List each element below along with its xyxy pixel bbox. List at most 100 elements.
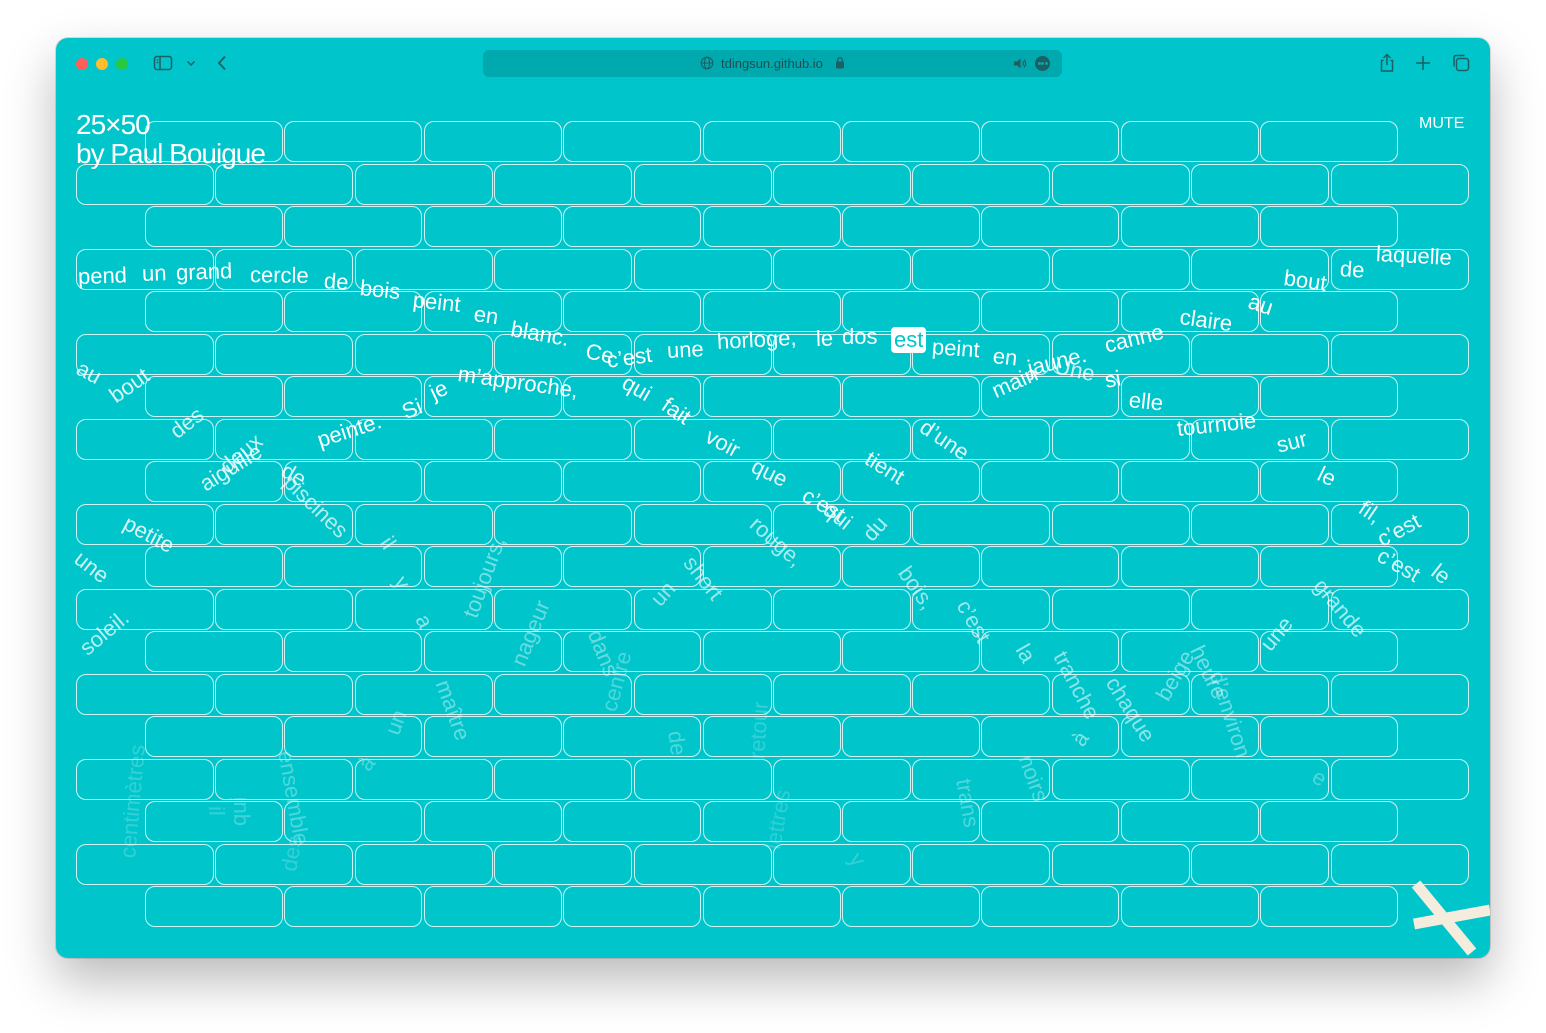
browser-window: tdingsun.github.io 25×50 by Paul Bouigue… <box>56 38 1490 958</box>
grid-cell <box>981 716 1120 757</box>
grid-cell <box>773 673 911 715</box>
grid-cell <box>1120 121 1259 162</box>
tabs-icon[interactable] <box>1450 52 1472 74</box>
grid-cell <box>354 163 493 205</box>
poem-word: qui <box>226 796 251 826</box>
poem-word: des <box>164 401 209 444</box>
poem-word: nageur <box>505 596 555 670</box>
poem-word: il <box>204 806 229 816</box>
grid-cell <box>563 546 702 587</box>
grid-cell <box>1120 376 1259 417</box>
grid-cell <box>633 843 772 885</box>
grid-cell <box>842 461 980 502</box>
new-tab-icon[interactable] <box>1412 52 1434 74</box>
grid-cell <box>215 248 354 290</box>
grid-cell <box>215 843 354 885</box>
grid-cell <box>494 163 633 205</box>
grid-cell <box>354 503 493 545</box>
grid-cell <box>1051 843 1190 885</box>
grid-cell <box>912 503 1051 545</box>
grid-cell <box>423 546 562 587</box>
grid-cell <box>284 206 423 247</box>
poem-word: trans <box>951 776 985 830</box>
grid-cell <box>633 503 772 545</box>
grid-cell <box>1260 376 1399 417</box>
grid-cell <box>912 418 1051 460</box>
poem-word: de <box>663 729 692 757</box>
minimize-window-button[interactable] <box>96 58 108 70</box>
grid-cell <box>145 631 283 672</box>
poem-word: e <box>1308 763 1332 792</box>
grid-cell <box>702 886 841 927</box>
poem-word: m’approche, <box>456 361 580 403</box>
poem-word: retour <box>744 700 773 760</box>
grid-cell <box>145 716 283 757</box>
grid-cell <box>702 206 841 247</box>
grid-cell <box>702 801 841 842</box>
share-icon[interactable] <box>1376 52 1398 74</box>
browser-toolbar: tdingsun.github.io <box>56 38 1490 90</box>
grid-cell <box>912 588 1051 630</box>
grid-cell <box>494 673 633 715</box>
grid-cell <box>1051 588 1190 630</box>
close-x-icon[interactable] <box>1406 878 1490 958</box>
poem-word: grande <box>1308 573 1372 643</box>
poem-word: lettres <box>760 787 796 852</box>
brick-grid <box>56 38 1490 958</box>
grid-cell <box>284 886 423 927</box>
grid-cell <box>354 758 493 800</box>
page-author: by Paul Bouigue <box>76 138 266 169</box>
grid-cell <box>773 248 911 290</box>
grid-cell <box>633 163 772 205</box>
grid-cell <box>773 503 911 545</box>
grid-cell <box>773 588 911 630</box>
grid-cell <box>494 588 633 630</box>
grid-cell <box>423 206 562 247</box>
speaker-icon[interactable] <box>1013 57 1027 70</box>
grid-cell <box>145 376 283 417</box>
grid-cell <box>1260 206 1399 247</box>
grid-cell <box>912 333 1051 375</box>
grid-cell <box>842 121 980 162</box>
poem-word: le <box>1313 461 1341 492</box>
grid-cell <box>563 716 702 757</box>
poem-word: Si <box>398 393 426 425</box>
chevron-down-icon[interactable] <box>184 52 198 74</box>
poem-word: si <box>1102 365 1123 393</box>
grid-cell <box>702 461 841 502</box>
more-icon[interactable] <box>1035 56 1050 71</box>
grid-cell <box>1191 248 1330 290</box>
grid-cell <box>981 206 1120 247</box>
zoom-window-button[interactable] <box>116 58 128 70</box>
poem-word: chaque <box>1100 672 1161 747</box>
grid-cell <box>145 291 283 332</box>
grid-cell <box>423 291 562 332</box>
grid-cell <box>702 716 841 757</box>
grid-cell <box>1260 631 1399 672</box>
grid-cell <box>563 121 702 162</box>
grid-cell <box>633 333 772 375</box>
mute-button[interactable]: MUTE <box>1419 115 1465 132</box>
grid-cell <box>215 418 354 460</box>
sidebar-icon[interactable] <box>152 52 174 74</box>
grid-cell <box>494 248 633 290</box>
address-bar[interactable]: tdingsun.github.io <box>483 50 1062 77</box>
poem-word: bout <box>1282 265 1329 296</box>
poem-word: grand <box>175 258 233 285</box>
close-window-button[interactable] <box>76 58 88 70</box>
grid-cell <box>563 886 702 927</box>
poem-word: tranche <box>1048 646 1105 724</box>
poem-word: laquelle <box>1375 241 1453 270</box>
poem-word: blanc. <box>508 316 572 352</box>
grid-cell <box>702 546 841 587</box>
grid-cell <box>215 673 354 715</box>
poem-word: d’environ <box>1204 667 1256 761</box>
grid-cell <box>1120 886 1259 927</box>
poem-word: est <box>891 327 927 353</box>
grid-cell <box>1120 206 1259 247</box>
grid-cell <box>1051 418 1190 460</box>
poem-word: d’une <box>915 414 974 466</box>
poem-word: une <box>666 336 705 363</box>
grid-cell <box>1260 546 1399 587</box>
back-icon[interactable] <box>212 52 234 74</box>
